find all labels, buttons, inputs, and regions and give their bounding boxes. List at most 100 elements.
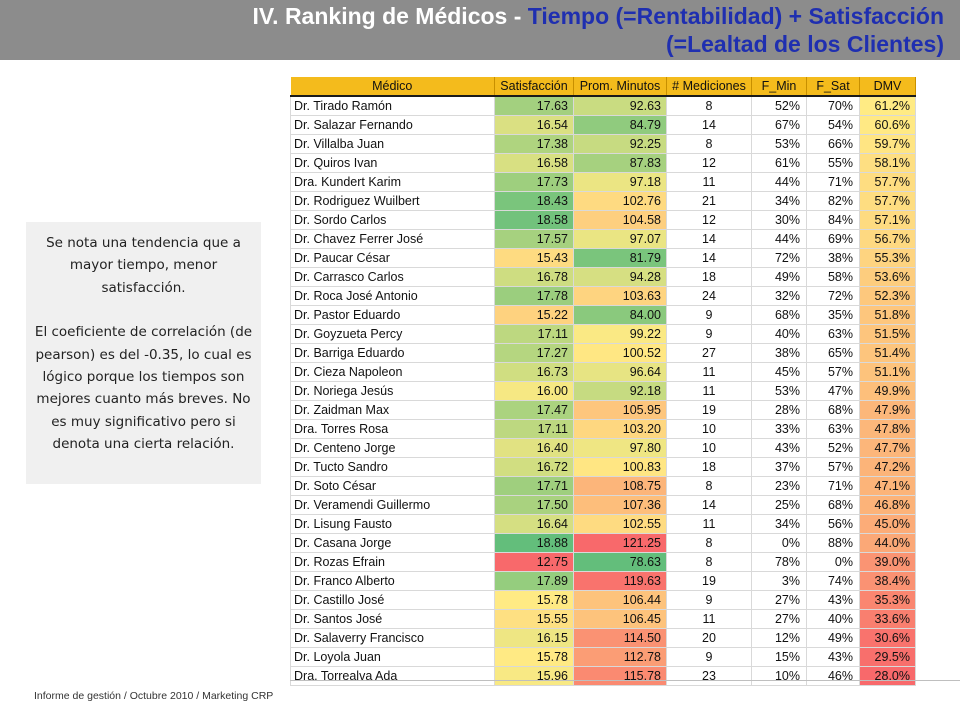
- table-row: Dr. Carrasco Carlos 16.78 94.28 18 49% 58% 53.…: [290, 266, 916, 287]
- cell-dmv: 61.2%: [859, 95, 916, 116]
- cell-f-sat: 82%: [806, 190, 860, 211]
- cell-satisfaccion: 18.43: [494, 190, 574, 211]
- cell-prom-minutos: 105.95: [573, 399, 667, 420]
- cell-mediciones: 12: [666, 152, 752, 173]
- footer-divider: [290, 680, 960, 681]
- cell-medico: Dr. Villalba Juan: [290, 133, 495, 154]
- cell-mediciones: 27: [666, 342, 752, 363]
- cell-medico: Dr. Zaidman Max: [290, 399, 495, 420]
- cell-f-min: 34%: [751, 513, 807, 534]
- cell-satisfaccion: 12.75: [494, 551, 574, 572]
- cell-f-min: 3%: [751, 570, 807, 591]
- cell-dmv: 57.1%: [859, 209, 916, 230]
- cell-satisfaccion: 17.27: [494, 342, 574, 363]
- cell-prom-minutos: 99.22: [573, 323, 667, 344]
- header-f-sat: F_Sat: [806, 77, 860, 97]
- cell-satisfaccion: 17.78: [494, 285, 574, 306]
- cell-dmv: 33.6%: [859, 608, 916, 629]
- table-row: Dr. Loyola Juan 15.78 112.78 9 15% 43% 29.5%: [290, 646, 916, 667]
- cell-medico: Dr. Carrasco Carlos: [290, 266, 495, 287]
- table-row: Dr. Soto César 17.71 108.75 8 23% 71% 47.1%: [290, 475, 916, 496]
- cell-medico: Dra. Torres Rosa: [290, 418, 495, 439]
- table-row: Dr. Paucar César 15.43 81.79 14 72% 38% 55.3%: [290, 247, 916, 268]
- cell-f-sat: 84%: [806, 209, 860, 230]
- cell-f-sat: 63%: [806, 418, 860, 439]
- cell-f-min: 27%: [751, 608, 807, 629]
- table-row: Dra. Torrealva Ada 15.96 115.78 23 10% 46% 28.…: [290, 665, 916, 686]
- table-header-row: Médico Satisfacción Prom. Minutos # Medi…: [290, 77, 916, 97]
- cell-medico: Dr. Casana Jorge: [290, 532, 495, 553]
- cell-satisfaccion: 17.73: [494, 171, 574, 192]
- cell-prom-minutos: 119.63: [573, 570, 667, 591]
- cell-satisfaccion: 15.78: [494, 589, 574, 610]
- cell-f-min: 0%: [751, 532, 807, 553]
- table-row: Dra. Torres Rosa 17.11 103.20 10 33% 63% 47.8%: [290, 418, 916, 439]
- table-body: Dr. Tirado Ramón 17.63 92.63 8 52% 70% 61.2% Dr…: [290, 95, 916, 686]
- cell-medico: Dr. Soto César: [290, 475, 495, 496]
- cell-f-min: 33%: [751, 418, 807, 439]
- cell-prom-minutos: 97.18: [573, 171, 667, 192]
- cell-dmv: 60.6%: [859, 114, 916, 135]
- cell-mediciones: 18: [666, 266, 752, 287]
- cell-prom-minutos: 87.83: [573, 152, 667, 173]
- cell-prom-minutos: 107.36: [573, 494, 667, 515]
- cell-dmv: 47.7%: [859, 437, 916, 458]
- cell-f-min: 34%: [751, 190, 807, 211]
- cell-satisfaccion: 16.72: [494, 456, 574, 477]
- cell-f-min: 28%: [751, 399, 807, 420]
- cell-dmv: 51.5%: [859, 323, 916, 344]
- table-row: Dr. Pastor Eduardo 15.22 84.00 9 68% 35% 51.8%: [290, 304, 916, 325]
- table-row: Dr. Franco Alberto 17.89 119.63 19 3% 74% 38.4…: [290, 570, 916, 591]
- cell-medico: Dr. Chavez Ferrer José: [290, 228, 495, 249]
- cell-satisfaccion: 17.71: [494, 475, 574, 496]
- cell-f-sat: 49%: [806, 627, 860, 648]
- cell-satisfaccion: 17.38: [494, 133, 574, 154]
- cell-dmv: 45.0%: [859, 513, 916, 534]
- cell-dmv: 53.6%: [859, 266, 916, 287]
- cell-dmv: 56.7%: [859, 228, 916, 249]
- table-row: Dr. Veramendi Guillermo 17.50 107.36 14 25% 6…: [290, 494, 916, 515]
- cell-f-sat: 0%: [806, 551, 860, 572]
- cell-f-min: 27%: [751, 589, 807, 610]
- cell-medico: Dr. Salazar Fernando: [290, 114, 495, 135]
- cell-dmv: 51.8%: [859, 304, 916, 325]
- cell-medico: Dr. Salaverry Francisco: [290, 627, 495, 648]
- cell-mediciones: 10: [666, 418, 752, 439]
- cell-satisfaccion: 16.54: [494, 114, 574, 135]
- table-row: Dr. Noriega Jesús 16.00 92.18 11 53% 47% 49.9%: [290, 380, 916, 401]
- cell-mediciones: 8: [666, 532, 752, 553]
- cell-mediciones: 8: [666, 551, 752, 572]
- cell-medico: Dr. Goyzueta Percy: [290, 323, 495, 344]
- cell-f-min: 44%: [751, 171, 807, 192]
- cell-mediciones: 14: [666, 247, 752, 268]
- cell-f-sat: 66%: [806, 133, 860, 154]
- cell-dmv: 39.0%: [859, 551, 916, 572]
- table-row: Dr. Quiros Ivan 16.58 87.83 12 61% 55% 58.1%: [290, 152, 916, 173]
- cell-f-min: 25%: [751, 494, 807, 515]
- cell-f-sat: 74%: [806, 570, 860, 591]
- cell-prom-minutos: 92.18: [573, 380, 667, 401]
- cell-prom-minutos: 103.63: [573, 285, 667, 306]
- cell-satisfaccion: 16.58: [494, 152, 574, 173]
- cell-satisfaccion: 17.89: [494, 570, 574, 591]
- header-dmv: DMV: [859, 77, 916, 97]
- cell-f-sat: 65%: [806, 342, 860, 363]
- cell-f-sat: 72%: [806, 285, 860, 306]
- cell-medico: Dr. Franco Alberto: [290, 570, 495, 591]
- cell-f-min: 68%: [751, 304, 807, 325]
- table-row: Dr. Chavez Ferrer José 17.57 97.07 14 44% 69%…: [290, 228, 916, 249]
- cell-dmv: 49.9%: [859, 380, 916, 401]
- cell-dmv: 51.1%: [859, 361, 916, 382]
- cell-f-sat: 58%: [806, 266, 860, 287]
- cell-dmv: 55.3%: [859, 247, 916, 268]
- cell-prom-minutos: 114.50: [573, 627, 667, 648]
- cell-medico: Dr. Quiros Ivan: [290, 152, 495, 173]
- table-row: Dr. Tucto Sandro 16.72 100.83 18 37% 57% 47.2%: [290, 456, 916, 477]
- cell-mediciones: 11: [666, 608, 752, 629]
- cell-mediciones: 14: [666, 494, 752, 515]
- cell-prom-minutos: 100.83: [573, 456, 667, 477]
- cell-dmv: 51.4%: [859, 342, 916, 363]
- cell-medico: Dr. Barriga Eduardo: [290, 342, 495, 363]
- ranking-table: Médico Satisfacción Prom. Minutos # Medi…: [290, 77, 916, 686]
- cell-mediciones: 8: [666, 475, 752, 496]
